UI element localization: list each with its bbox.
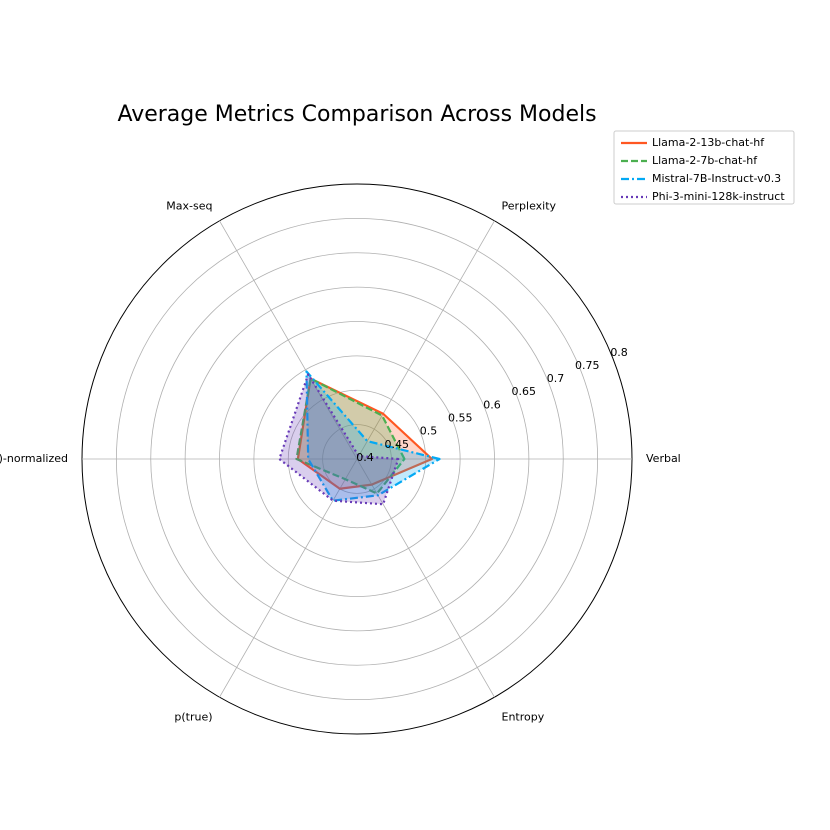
radial-tick-label: 0.4 <box>356 451 374 464</box>
spoke-line <box>356 220 495 460</box>
series-line <box>295 377 406 495</box>
spoke-line <box>219 220 358 460</box>
axis-labels: 0.4 0.45 0.5 0.55 0.6 0.65 0.7 0.75 0.8 Verbal Per… <box>0 200 681 724</box>
legend-label: Llama-2-7b-chat-hf <box>652 154 758 167</box>
chart-title: Average Metrics Comparison Across Models <box>117 102 596 127</box>
axis-label: Perplexity <box>502 200 557 213</box>
legend-frame <box>613 130 795 205</box>
radial-tick-label: 0.65 <box>512 385 537 398</box>
radial-tick-label: 0.8 <box>610 346 628 359</box>
axis-label: Max-seq <box>166 200 212 213</box>
legend-label: Phi-3-mini-128k-instruct <box>652 190 785 203</box>
radial-tick-label: 0.7 <box>547 372 565 385</box>
axis-label: Entropy <box>502 710 545 723</box>
radial-tick-label: 0.45 <box>385 438 410 451</box>
radial-tick-label: 0.75 <box>575 359 600 372</box>
legend: Llama-2-13b-chat-hf Llama-2-7b-chat-hf Mis… <box>613 130 795 205</box>
spoke-line <box>356 458 495 698</box>
series-area <box>279 374 399 505</box>
series-area <box>297 378 432 489</box>
radial-grid <box>81 183 633 735</box>
radial-tick-label: 0.5 <box>420 425 438 438</box>
legend-label: Llama-2-13b-chat-hf <box>652 136 765 149</box>
spoke-line <box>219 458 358 698</box>
legend-label: Mistral-7B-Instruct-v0.3 <box>652 172 781 185</box>
axis-label: p(true) <box>174 710 212 723</box>
series-area <box>306 371 440 501</box>
axis-label: p(true)-normalized <box>0 452 68 465</box>
axis-label: Verbal <box>646 452 681 465</box>
series-line <box>305 370 441 502</box>
radial-tick-label: 0.6 <box>483 398 501 411</box>
radial-tick-label: 0.55 <box>448 412 473 425</box>
series-layer <box>278 370 441 506</box>
series-area <box>296 378 405 494</box>
